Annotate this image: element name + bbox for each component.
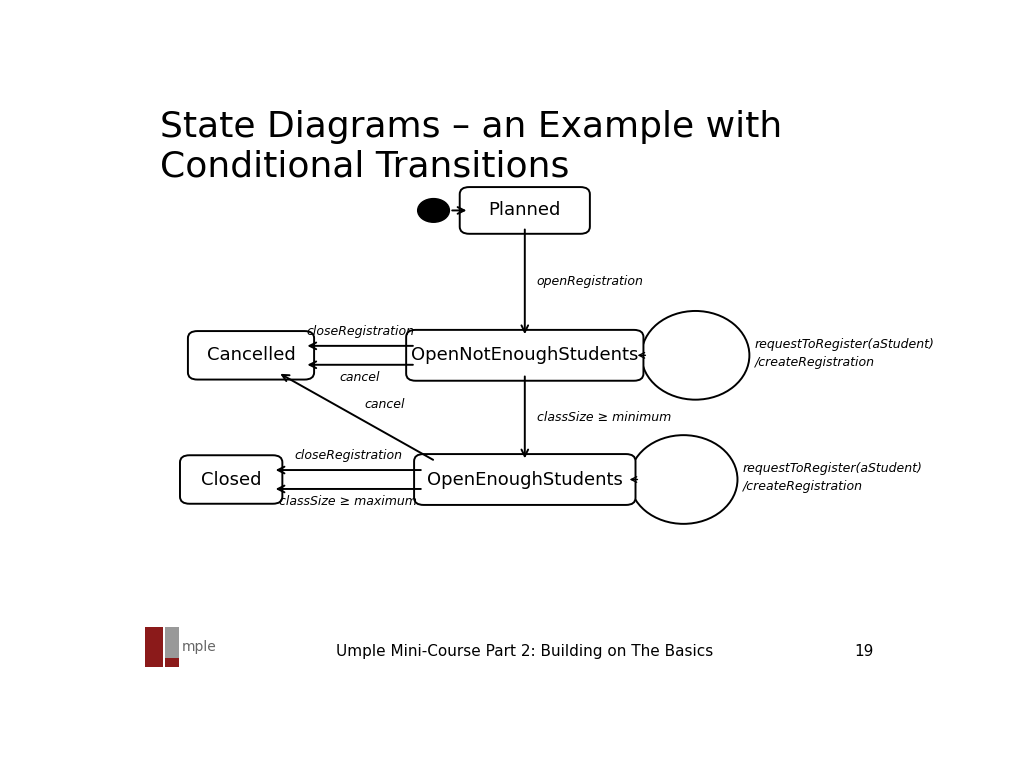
FancyBboxPatch shape <box>180 455 283 504</box>
Circle shape <box>418 199 450 222</box>
Bar <box>165 627 179 657</box>
Text: cancel: cancel <box>340 371 380 384</box>
Text: OpenEnoughStudents: OpenEnoughStudents <box>427 471 623 488</box>
FancyBboxPatch shape <box>460 187 590 233</box>
Text: classSize ≥ maximum: classSize ≥ maximum <box>280 495 417 508</box>
Text: mple: mple <box>182 640 217 654</box>
Text: OpenNotEnoughStudents: OpenNotEnoughStudents <box>411 346 639 364</box>
FancyBboxPatch shape <box>407 330 643 381</box>
Bar <box>145 627 163 667</box>
Text: requestToRegister(aStudent)
/createRegistration: requestToRegister(aStudent) /createRegis… <box>743 462 923 493</box>
Text: Umple Mini-Course Part 2: Building on The Basics: Umple Mini-Course Part 2: Building on Th… <box>336 644 714 659</box>
Text: classSize ≥ minimum: classSize ≥ minimum <box>537 411 671 424</box>
Text: State Diagrams – an Example with
Conditional Transitions: State Diagrams – an Example with Conditi… <box>160 110 782 184</box>
Text: Closed: Closed <box>201 471 261 488</box>
Text: cancel: cancel <box>365 398 406 411</box>
Text: closeRegistration: closeRegistration <box>294 449 402 462</box>
FancyBboxPatch shape <box>188 331 314 379</box>
FancyBboxPatch shape <box>414 454 636 505</box>
Text: closeRegistration: closeRegistration <box>306 325 414 338</box>
Text: requestToRegister(aStudent)
/createRegistration: requestToRegister(aStudent) /createRegis… <box>755 338 935 369</box>
Text: openRegistration: openRegistration <box>537 276 643 288</box>
Text: Cancelled: Cancelled <box>207 346 295 364</box>
Bar <box>165 657 179 667</box>
Text: 19: 19 <box>854 644 873 659</box>
Text: Planned: Planned <box>488 201 561 220</box>
